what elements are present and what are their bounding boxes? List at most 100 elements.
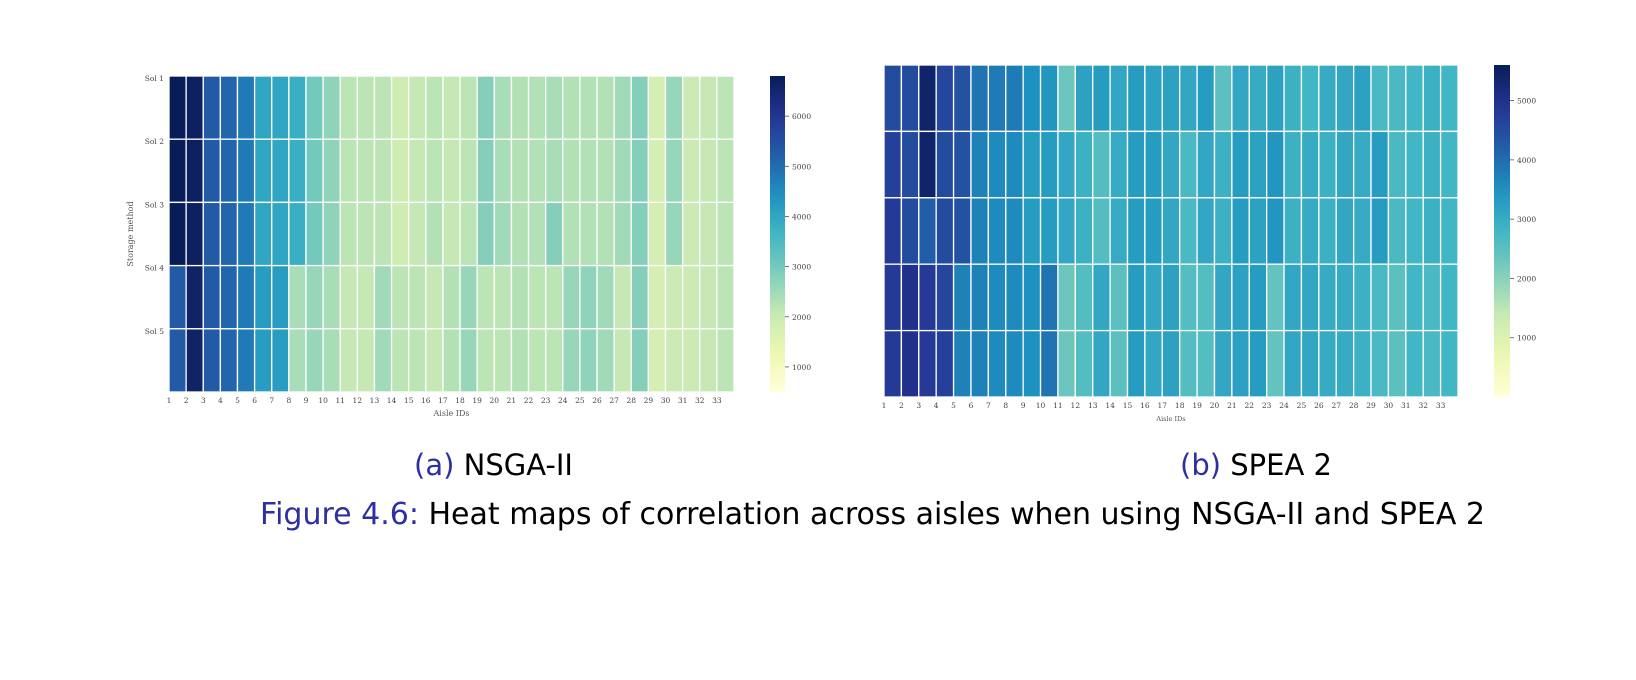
heatmap-cell-r1-c6 xyxy=(253,75,273,140)
heatmap-cell-r2-c27 xyxy=(613,138,632,204)
heatmap-cell-r3-c17 xyxy=(1161,197,1181,265)
subcaption-b-label: (b) xyxy=(1180,448,1222,482)
figure-caption-label: Figure 4.6: xyxy=(260,497,419,532)
heatmap-cell-r2-c6 xyxy=(253,138,273,204)
heatmap-cell-r4-c17 xyxy=(1161,263,1181,332)
heatmap-cell-r2-c25 xyxy=(1300,130,1320,199)
heatmap-cell-r2-c33 xyxy=(716,138,735,204)
heatmap-cell-r3-c17 xyxy=(442,201,461,267)
subcaption-a-label: (a) xyxy=(414,448,455,482)
heatmap-cell-r4-c33 xyxy=(716,264,735,330)
heatmap-cell-r2-c19 xyxy=(1196,130,1216,199)
heatmap-cell-r1-c21 xyxy=(510,75,530,140)
y-axis-label: Storage method xyxy=(126,201,135,266)
figure-caption: Figure 4.6: Heat maps of correlation acr… xyxy=(260,497,1485,532)
heatmap-cell-r3-c18 xyxy=(1179,197,1198,265)
heatmap-cell-r3-c20 xyxy=(1213,197,1233,265)
heatmap-cell-r1-c28 xyxy=(1352,64,1372,133)
heatmap-cell-r3-c29 xyxy=(647,201,667,267)
heatmap-cell-r1-c7 xyxy=(987,64,1007,133)
x-tick-label: 23 xyxy=(541,396,551,405)
heatmap-cell-r1-c13 xyxy=(1092,64,1111,133)
heatmap-cell-r5-c19 xyxy=(476,328,495,393)
heatmap-cell-r4-c14 xyxy=(1109,263,1129,332)
heatmap-cell-r1-c27 xyxy=(613,75,632,140)
x-tick-label: 28 xyxy=(1349,401,1359,410)
heatmap-cell-r1-c11 xyxy=(339,75,358,140)
colorbar-tick-label: 2000 xyxy=(1517,274,1536,283)
heatmap-cell-r3-c13 xyxy=(373,201,393,267)
x-tick-label: 11 xyxy=(1053,401,1063,410)
heatmap-cell-r4-c29 xyxy=(647,264,667,330)
heatmap-cell-r3-c15 xyxy=(408,201,427,267)
x-tick-label: 1 xyxy=(167,396,172,405)
heatmap-cell-r3-c25 xyxy=(1300,197,1320,265)
heatmap-cell-r2-c12 xyxy=(356,138,376,204)
x-tick-label: 19 xyxy=(472,396,482,405)
heatmap-cell-r4-c21 xyxy=(1231,263,1250,332)
heatmap-cell-r5-c9 xyxy=(1022,329,1042,398)
colorbar xyxy=(1494,65,1510,397)
heatmap-cell-r3-c29 xyxy=(1370,197,1390,265)
heatmap-cell-r1-c21 xyxy=(1231,64,1250,133)
heatmap-cell-r1-c28 xyxy=(630,75,650,140)
x-tick-label: 10 xyxy=(318,396,328,405)
heatmap-cell-r4-c21 xyxy=(510,264,530,330)
heatmap-cell-r4-c15 xyxy=(408,264,427,330)
x-tick-label: 10 xyxy=(1036,401,1046,410)
x-tick-label: 29 xyxy=(644,396,654,405)
x-tick-label: 4 xyxy=(218,396,223,405)
heatmap-cell-r1-c24 xyxy=(562,75,581,140)
heatmap-cell-r5-c6 xyxy=(970,329,990,398)
x-tick-label: 15 xyxy=(404,396,414,405)
heatmap-cell-r5-c19 xyxy=(1196,329,1216,398)
heatmap-cell-r2-c14 xyxy=(1109,130,1129,199)
x-tick-label: 14 xyxy=(1105,401,1115,410)
heatmap-cell-r4-c13 xyxy=(1092,263,1111,332)
heatmap-cell-r1-c15 xyxy=(1126,64,1146,133)
heatmap-cell-r4-c31 xyxy=(681,264,701,330)
x-tick-label: 24 xyxy=(558,396,568,405)
x-axis-label: Aisle IDs xyxy=(433,409,470,418)
heatmap-cell-r5-c7 xyxy=(987,329,1007,398)
heatmap-cell-r5-c7 xyxy=(271,328,290,393)
x-tick-label: 33 xyxy=(712,396,722,405)
heatmap-cell-r2-c31 xyxy=(681,138,701,204)
heatmap-cell-r3-c12 xyxy=(1074,197,1094,265)
subcaption-a-text: NSGA-II xyxy=(463,448,573,482)
heatmap-cell-r5-c11 xyxy=(1057,329,1076,398)
heatmap-cell-r4-c10 xyxy=(1039,263,1059,332)
heatmap-cell-r1-c17 xyxy=(1161,64,1181,133)
heatmap-cell-r4-c24 xyxy=(562,264,581,330)
heatmap-cell-r1-c20 xyxy=(1213,64,1233,133)
heatmap-cell-r2-c14 xyxy=(390,138,410,204)
heatmap-cell-r2-c7 xyxy=(271,138,290,204)
heatmap-cell-r2-c11 xyxy=(339,138,358,204)
x-tick-label: 22 xyxy=(524,396,534,405)
heatmap-cell-r3-c13 xyxy=(1092,197,1111,265)
heatmap-cell-r5-c25 xyxy=(1300,329,1320,398)
heatmap-cell-r3-c9 xyxy=(305,201,324,267)
heatmap-cell-r1-c9 xyxy=(1022,64,1042,133)
heatmap-cell-r1-c26 xyxy=(1318,64,1337,133)
heatmap-cell-r3-c10 xyxy=(322,201,341,267)
heatmap-cell-r2-c12 xyxy=(1074,130,1094,199)
heatmap-cell-r2-c30 xyxy=(1387,130,1407,199)
heatmap-cell-r1-c4 xyxy=(935,64,955,133)
heatmap-cell-r1-c23 xyxy=(545,75,564,140)
heatmap-cell-r5-c31 xyxy=(681,328,701,393)
heatmap-cell-r1-c8 xyxy=(1005,64,1024,133)
heatmap-cell-r2-c1 xyxy=(883,130,903,199)
heatmap-cell-r2-c22 xyxy=(1248,130,1268,199)
heatmap-cell-r4-c10 xyxy=(322,264,341,330)
heatmap-cell-r5-c29 xyxy=(647,328,667,393)
heatmap-cell-r1-c32 xyxy=(1422,64,1442,133)
heatmap-cell-r1-c10 xyxy=(322,75,341,140)
x-tick-label: 6 xyxy=(252,396,257,405)
heatmap-cell-r5-c2 xyxy=(185,328,204,393)
heatmap-cell-r5-c4 xyxy=(935,329,955,398)
heatmap-cell-r4-c15 xyxy=(1126,263,1146,332)
heatmap-cell-r4-c6 xyxy=(970,263,990,332)
heatmap-cell-r1-c31 xyxy=(681,75,701,140)
heatmap-cell-r4-c19 xyxy=(476,264,495,330)
